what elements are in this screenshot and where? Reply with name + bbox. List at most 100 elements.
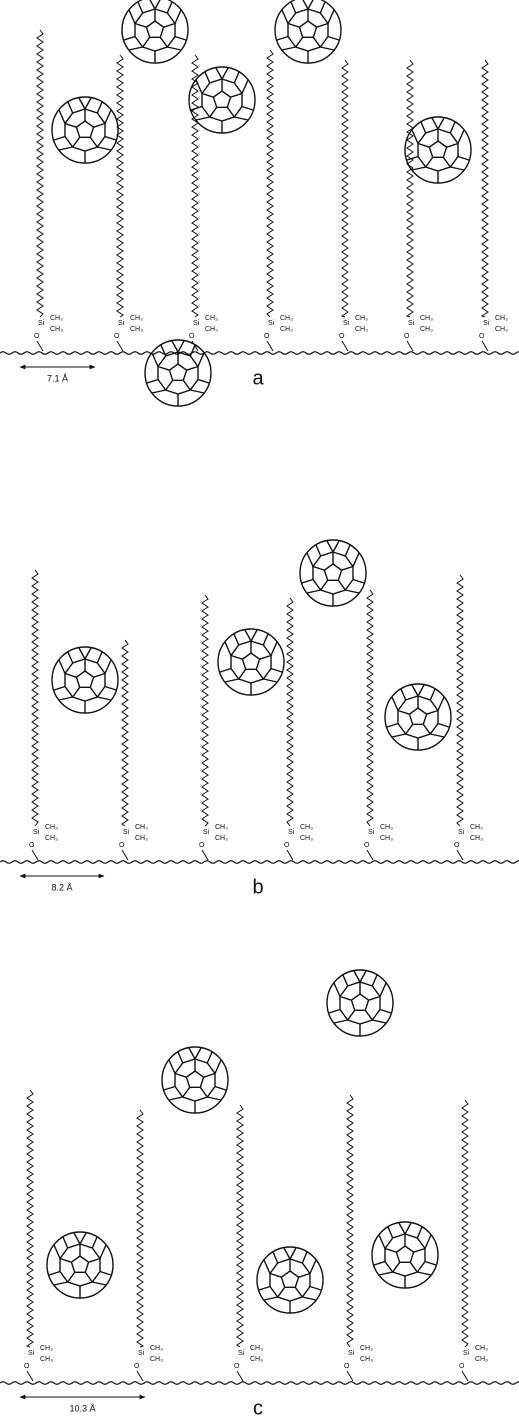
- si-label: Si: [268, 320, 275, 327]
- methyl-label: CH₃: [475, 1356, 488, 1363]
- bond: [136, 1370, 144, 1382]
- oxygen-label: O: [284, 842, 290, 849]
- panel-letter: a: [252, 367, 264, 389]
- scale-label: 8.2 Å: [51, 882, 72, 892]
- methyl-label: CH₃: [280, 315, 293, 322]
- oxygen-label: O: [24, 1363, 30, 1370]
- alkyl-chain: [480, 59, 489, 318]
- alkyl-chain: [236, 1104, 244, 1348]
- methyl-label: CH₃: [250, 1345, 263, 1352]
- methyl-label: CH₃: [45, 835, 58, 842]
- oxygen-label: O: [29, 842, 35, 849]
- scale-label: 7.1 Å: [47, 373, 68, 383]
- alkyl-chain: [121, 639, 129, 827]
- panel-letter: b: [252, 876, 263, 898]
- si-label: Si: [483, 320, 490, 327]
- fullerene: [384, 683, 452, 751]
- methyl-label: CH₃: [300, 835, 313, 842]
- bond: [341, 340, 349, 352]
- methyl-label: CH₃: [40, 1356, 53, 1363]
- methyl-label: CH₃: [280, 326, 293, 333]
- methyl-label: CH₃: [355, 315, 368, 322]
- si-label: Si: [118, 320, 125, 327]
- methyl-label: CH₃: [495, 315, 508, 322]
- alkyl-chain: [36, 29, 44, 318]
- oxygen-label: O: [404, 333, 410, 340]
- fullerene: [46, 1231, 114, 1299]
- si-label: Si: [238, 1350, 245, 1357]
- bond: [286, 849, 294, 861]
- alkyl-chain: [266, 49, 274, 318]
- bond: [366, 849, 374, 861]
- si-label: Si: [138, 1350, 145, 1357]
- si-label: Si: [458, 829, 465, 836]
- si-label: Si: [408, 320, 415, 327]
- bond: [201, 849, 209, 861]
- alkyl-chain: [461, 1099, 469, 1348]
- fullerene: [161, 1046, 229, 1114]
- methyl-label: CH₃: [360, 1345, 373, 1352]
- alkyl-chain: [456, 574, 464, 827]
- methyl-label: CH₃: [470, 835, 483, 842]
- oxygen-label: O: [454, 842, 460, 849]
- fullerene: [51, 96, 119, 164]
- oxygen-label: O: [344, 1363, 350, 1370]
- fullerene: [51, 646, 119, 714]
- methyl-label: CH₃: [215, 835, 228, 842]
- si-label: Si: [28, 1350, 35, 1357]
- alkyl-chain: [116, 54, 124, 318]
- scale-label: 10.3 Å: [69, 1403, 95, 1413]
- si-label: Si: [368, 829, 375, 836]
- methyl-label: CH₃: [420, 326, 433, 333]
- methyl-label: CH₃: [250, 1356, 263, 1363]
- methyl-label: CH₃: [300, 824, 313, 831]
- methyl-label: CH₃: [150, 1345, 163, 1352]
- fullerene: [121, 0, 189, 64]
- methyl-label: CH₃: [150, 1356, 163, 1363]
- bond: [481, 340, 489, 352]
- bond: [116, 340, 124, 352]
- oxygen-label: O: [119, 842, 125, 849]
- bond: [456, 849, 464, 861]
- oxygen-label: O: [199, 842, 205, 849]
- bond: [346, 1370, 354, 1382]
- alkyl-chain: [201, 594, 209, 827]
- si-label: Si: [288, 829, 295, 836]
- oxygen-label: O: [339, 333, 345, 340]
- fullerene: [371, 1221, 439, 1289]
- si-label: Si: [203, 829, 210, 836]
- oxygen-label: O: [34, 333, 40, 340]
- methyl-label: CH₃: [135, 824, 148, 831]
- alkyl-chain: [346, 1094, 354, 1348]
- si-label: Si: [38, 320, 45, 327]
- alkyl-chain: [25, 1089, 34, 1348]
- methyl-label: CH₃: [215, 824, 228, 831]
- bond: [31, 849, 39, 861]
- fullerene: [299, 539, 367, 607]
- alkyl-chain: [366, 589, 374, 827]
- fullerene: [217, 628, 285, 696]
- oxygen-label: O: [234, 1363, 240, 1370]
- methyl-label: CH₃: [470, 824, 483, 831]
- methyl-label: CH₃: [40, 1345, 53, 1352]
- oxygen-label: O: [134, 1363, 140, 1370]
- surface: [0, 860, 519, 864]
- fullerene: [144, 339, 212, 407]
- alkyl-chain: [405, 59, 414, 318]
- methyl-label: CH₃: [130, 326, 143, 333]
- methyl-label: CH₃: [135, 835, 148, 842]
- bond: [236, 1370, 244, 1382]
- methyl-label: CH₃: [360, 1356, 373, 1363]
- alkyl-chain: [340, 59, 349, 318]
- oxygen-label: O: [264, 333, 270, 340]
- methyl-label: CH₃: [420, 315, 433, 322]
- oxygen-label: O: [364, 842, 370, 849]
- oxygen-label: O: [189, 333, 195, 340]
- bond: [36, 340, 44, 352]
- surface: [0, 351, 519, 355]
- bond: [461, 1370, 469, 1382]
- methyl-label: CH₃: [355, 326, 368, 333]
- bond: [121, 849, 129, 861]
- methyl-label: CH₃: [475, 1345, 488, 1352]
